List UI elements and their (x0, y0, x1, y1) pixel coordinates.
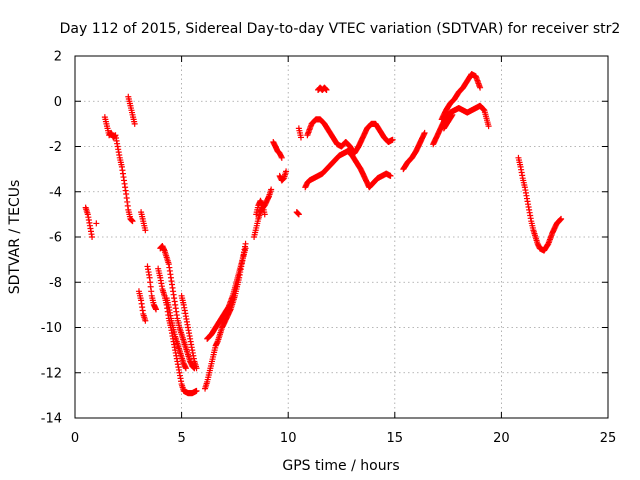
data-point (193, 387, 200, 394)
data-point (485, 123, 492, 130)
data-point (89, 234, 96, 240)
y-tick-label: -14 (41, 412, 62, 427)
data-point (283, 168, 290, 175)
y-tick-label: -8 (49, 276, 62, 291)
data-point (261, 211, 268, 218)
y-tick-label: -12 (41, 366, 62, 381)
x-tick-label: 10 (280, 431, 297, 446)
data-point (129, 218, 136, 225)
data-point (297, 134, 304, 141)
x-tick-label: 20 (493, 431, 510, 446)
x-tick-labels: 0 5 10 15 20 25 (71, 431, 616, 446)
data-point (387, 172, 394, 179)
data-point (421, 129, 428, 136)
data-point (278, 154, 285, 161)
y-tick-label: 2 (54, 50, 62, 65)
data-point (93, 220, 100, 227)
y-tick-label: -6 (49, 231, 62, 246)
data-point (182, 365, 189, 372)
data-point (558, 215, 565, 222)
data-point (142, 317, 149, 324)
data-point (389, 136, 396, 143)
data-points (82, 71, 565, 397)
y-tick-label: -4 (49, 185, 62, 200)
chart-title: Day 112 of 2015, Sidereal Day-to-day VTE… (60, 21, 621, 37)
data-point (142, 227, 149, 234)
data-point (477, 84, 484, 91)
y-axis-label: SDTVAR / TECUs (7, 180, 23, 295)
x-tick-label: 25 (600, 431, 617, 446)
y-tick-label: 0 (54, 95, 62, 110)
x-tick-label: 5 (177, 431, 185, 446)
x-tick-label: 15 (387, 431, 404, 446)
data-point (131, 120, 138, 127)
x-axis-label: GPS time / hours (282, 458, 399, 474)
y-tick-label: -2 (49, 140, 62, 155)
data-point (295, 211, 302, 218)
data-point (242, 245, 249, 252)
data-point (449, 111, 456, 118)
data-point (323, 86, 330, 93)
x-tick-label: 0 (71, 431, 79, 446)
data-point (193, 365, 200, 372)
y-tick-label: -10 (41, 321, 62, 336)
data-point (268, 186, 275, 193)
data-point (153, 306, 160, 313)
y-tick-labels: -14 -12 -10 -8 -6 -4 -2 0 2 (41, 50, 62, 427)
plot-frame (74, 55, 609, 419)
